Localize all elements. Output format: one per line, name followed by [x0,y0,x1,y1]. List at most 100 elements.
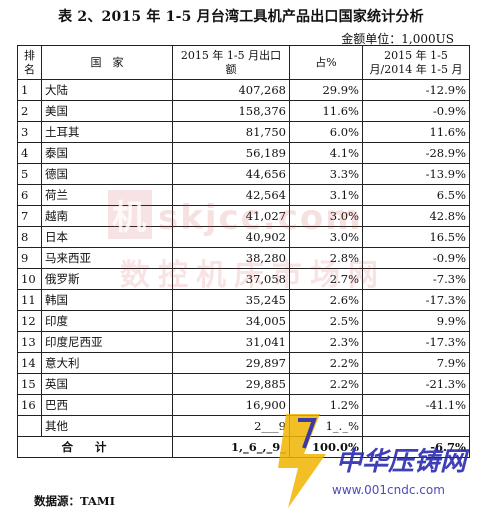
row-country: 美国 [41,100,173,122]
row-country: 大陆 [41,79,173,101]
row-share: 3.0% [289,226,363,248]
row-value: 34,005 [172,310,290,332]
row-rank: 10 [17,268,42,290]
row-value: 44,656 [172,163,290,185]
row-yoy: -17.3% [362,289,470,311]
row-country: 意大利 [41,352,173,374]
row-country: 俄罗斯 [41,268,173,290]
row-yoy: -21.3% [362,373,470,395]
row-share: 6.0% [289,121,363,143]
row-yoy: 16.5% [362,226,470,248]
table-row: 7 越南 41,027 3.0% 42.8% [17,205,470,227]
col-yoy: 2015 年 1-5 月/2014 年 1-5 月 [362,45,470,80]
row-rank: 5 [17,163,42,185]
row-country: 荷兰 [41,184,173,206]
row-value: 38,280 [172,247,290,269]
col-share: 占% [289,45,363,80]
table-row: 3 土耳其 81,750 6.0% 11.6% [17,121,470,143]
row-rank: 15 [17,373,42,395]
row-yoy: -12.9% [362,79,470,101]
table-row: 14 意大利 29,897 2.2% 7.9% [17,352,470,374]
row-share: 2.3% [289,331,363,353]
other-row: 其他 2___9 1_._% [17,415,470,437]
table-row: 16 巴西 16,900 1.2% -41.1% [17,394,470,416]
row-value: 29,897 [172,352,290,374]
table-row: 8 日本 40,902 3.0% 16.5% [17,226,470,248]
row-rank: 13 [17,331,42,353]
total-share: 100.0% [289,436,363,458]
currency-unit: 金额单位：1,000US [341,32,454,46]
row-country: 马来西亚 [41,247,173,269]
row-value: 16,900 [172,394,290,416]
row-value: 158,376 [172,100,290,122]
row-value: 40,902 [172,226,290,248]
table-row: 11 韩国 35,245 2.6% -17.3% [17,289,470,311]
row-country: 土耳其 [41,121,173,143]
col-country: 国 家 [41,45,173,80]
row-country: 越南 [41,205,173,227]
table-row: 9 马来西亚 38,280 2.8% -0.9% [17,247,470,269]
source-note: 数据源：TAMI [34,494,115,508]
row-country: 韩国 [41,289,173,311]
table-row: 13 印度尼西亚 31,041 2.3% -17.3% [17,331,470,353]
row-rank: 6 [17,184,42,206]
row-rank: 14 [17,352,42,374]
row-share: 2.6% [289,289,363,311]
row-rank: 7 [17,205,42,227]
other-label: 其他 [41,415,173,437]
table-row: 5 德国 44,656 3.3% -13.9% [17,163,470,185]
row-yoy: 9.9% [362,310,470,332]
row-yoy: -41.1% [362,394,470,416]
total-label: 合计 [17,436,173,458]
row-yoy: -17.3% [362,331,470,353]
row-yoy: -0.9% [362,100,470,122]
table-row: 15 英国 29,885 2.2% -21.3% [17,373,470,395]
row-country: 日本 [41,226,173,248]
row-value: 37,058 [172,268,290,290]
row-country: 印度尼西亚 [41,331,173,353]
row-share: 2.8% [289,247,363,269]
row-country: 巴西 [41,394,173,416]
table-row: 6 荷兰 42,564 3.1% 6.5% [17,184,470,206]
table-header: 排名 国 家 2015 年 1-5 月出口额 占% 2015 年 1-5 月/2… [17,45,470,80]
other-value: 2___9 [172,415,290,437]
row-share: 2.5% [289,310,363,332]
row-yoy: -28.9% [362,142,470,164]
row-share: 3.0% [289,205,363,227]
row-value: 42,564 [172,184,290,206]
row-rank: 8 [17,226,42,248]
row-value: 29,885 [172,373,290,395]
row-yoy: 11.6% [362,121,470,143]
row-country: 德国 [41,163,173,185]
row-rank: 4 [17,142,42,164]
row-share: 2.2% [289,373,363,395]
row-country: 泰国 [41,142,173,164]
row-rank: 1 [17,79,42,101]
total-value: 1,_6_,_9_ [172,436,290,458]
col-rank: 排名 [17,45,42,80]
row-share: 3.3% [289,163,363,185]
row-country: 英国 [41,373,173,395]
row-value: 56,189 [172,142,290,164]
row-rank: 12 [17,310,42,332]
row-yoy: 6.5% [362,184,470,206]
table-row: 10 俄罗斯 37,058 2.7% -7.3% [17,268,470,290]
row-share: 3.1% [289,184,363,206]
row-value: 81,750 [172,121,290,143]
other-yoy [362,415,470,437]
row-rank: 11 [17,289,42,311]
row-value: 407,268 [172,79,290,101]
row-share: 1.2% [289,394,363,416]
row-share: 29.9% [289,79,363,101]
row-yoy: -7.3% [362,268,470,290]
row-value: 41,027 [172,205,290,227]
row-country: 印度 [41,310,173,332]
export-table: 排名 国 家 2015 年 1-5 月出口额 占% 2015 年 1-5 月/2… [17,45,470,458]
row-share: 11.6% [289,100,363,122]
row-rank: 16 [17,394,42,416]
row-rank: 9 [17,247,42,269]
table-row: 2 美国 158,376 11.6% -0.9% [17,100,470,122]
row-value: 31,041 [172,331,290,353]
row-value: 35,245 [172,289,290,311]
row-yoy: 7.9% [362,352,470,374]
